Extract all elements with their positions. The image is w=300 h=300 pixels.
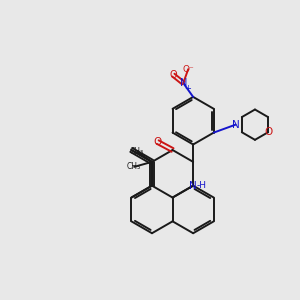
Text: CH₃: CH₃: [127, 162, 141, 171]
Text: N: N: [189, 181, 197, 191]
Text: -H: -H: [196, 181, 206, 190]
Text: O: O: [264, 127, 272, 137]
Text: O: O: [154, 137, 162, 147]
Text: N: N: [180, 78, 187, 88]
Text: CH₃: CH₃: [130, 148, 144, 157]
Text: N: N: [232, 120, 239, 130]
Text: +: +: [184, 83, 191, 92]
Text: O: O: [169, 70, 177, 80]
Text: O⁻: O⁻: [182, 65, 194, 74]
